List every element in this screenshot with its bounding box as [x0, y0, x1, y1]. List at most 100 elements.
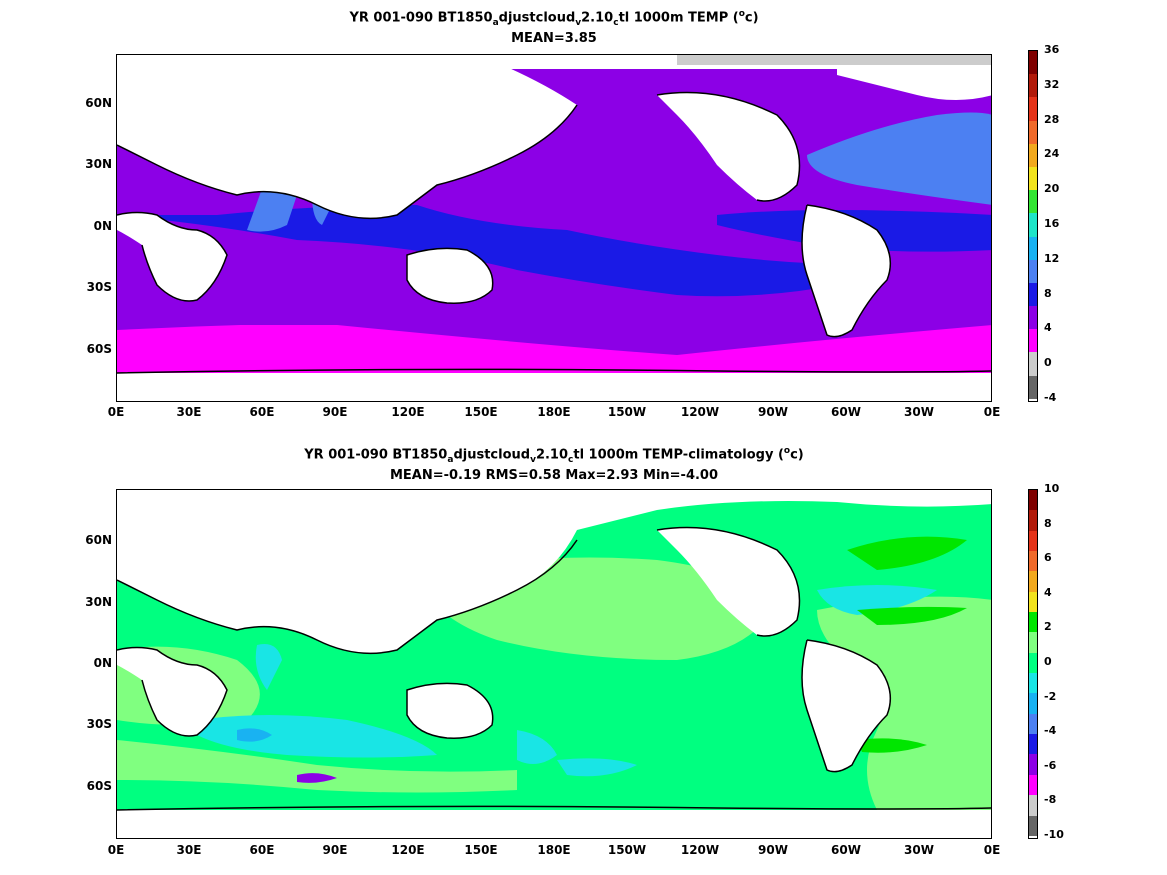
panel2-ytick-30s: 30S — [86, 717, 112, 731]
colorbar-label: 10 — [1044, 482, 1060, 495]
colorbar-label: 0 — [1044, 356, 1052, 370]
panel2-ytick-0n: 0N — [93, 656, 112, 670]
colorbar-label: 12 — [1044, 251, 1060, 265]
panel1-xtick: 120W — [680, 405, 720, 419]
colorbar-label: 6 — [1044, 551, 1052, 565]
colorbar-label: -2 — [1044, 689, 1057, 703]
colorbar-segment — [1029, 375, 1037, 399]
panel2-xtick: 90E — [322, 843, 348, 857]
panel1-xtick: 180E — [537, 405, 571, 419]
panel2-xtick: 30W — [904, 843, 934, 857]
colorbar-segment — [1029, 591, 1037, 613]
panel2-ytick-30n: 30N — [85, 595, 112, 609]
colorbar-segment — [1029, 571, 1037, 592]
colorbar-label: 0 — [1044, 655, 1052, 668]
colorbar-segment — [1029, 795, 1037, 816]
colorbar-segment — [1029, 713, 1037, 735]
panel1-ytick-60n: 60N — [85, 96, 112, 110]
panel1-colorbar — [1028, 50, 1038, 402]
panel2-xtick: 0E — [107, 843, 125, 857]
panel-temperature: YR 001-090 BT1850adjustcloudv2.10ctl 100… — [0, 0, 1167, 430]
colorbar-label: 2 — [1044, 620, 1052, 634]
colorbar-segment — [1029, 213, 1037, 237]
panel2-xtick: 120E — [391, 843, 425, 857]
colorbar-label: 8 — [1044, 286, 1052, 300]
panel2-map — [116, 489, 992, 839]
panel2-colorbar — [1028, 489, 1038, 839]
colorbar-segment — [1029, 329, 1037, 353]
panel1-xtick: 30W — [904, 405, 934, 419]
colorbar-segment — [1029, 551, 1037, 572]
colorbar-segment — [1029, 352, 1037, 376]
colorbar-segment — [1029, 652, 1037, 674]
panel1-stats: MEAN=3.85 — [511, 31, 597, 46]
colorbar-segment — [1029, 51, 1037, 75]
panel2-title: YR 001-090 BT1850adjustcloudv2.10ctl 100… — [304, 446, 804, 465]
colorbar-segment — [1029, 734, 1037, 755]
panel1-map — [116, 54, 992, 402]
panel2-map-field — [117, 490, 991, 838]
colorbar-label: -8 — [1044, 793, 1057, 807]
panel1-xtick: 150E — [464, 405, 498, 419]
colorbar-segment — [1029, 143, 1037, 167]
panel2-xtick: 150E — [464, 843, 498, 857]
colorbar-label: 8 — [1044, 516, 1052, 530]
panel1-ytick-30n: 30N — [85, 157, 112, 171]
colorbar-segment — [1029, 612, 1037, 633]
colorbar-label: 28 — [1044, 112, 1060, 126]
panel2-xtick: 120W — [680, 843, 720, 857]
colorbar-segment — [1029, 259, 1037, 283]
panel2-xtick: 60E — [249, 843, 275, 857]
colorbar-segment — [1029, 306, 1037, 330]
colorbar-segment — [1029, 510, 1037, 531]
panel2-xtick: 60W — [831, 843, 861, 857]
colorbar-segment — [1029, 166, 1037, 191]
panel1-xtick: 0E — [983, 405, 1001, 419]
colorbar-segment — [1029, 236, 1037, 260]
panel1-xtick: 90E — [322, 405, 348, 419]
colorbar-segment — [1029, 282, 1037, 307]
panel2-xtick: 180E — [537, 843, 571, 857]
panel1-ytick-30s: 30S — [86, 280, 112, 294]
panel1-xtick: 0E — [107, 405, 125, 419]
colorbar-segment — [1029, 490, 1037, 511]
colorbar-label: 16 — [1044, 217, 1060, 230]
colorbar-segment — [1029, 74, 1037, 98]
panel2-xtick: 0E — [983, 843, 1001, 857]
colorbar-label: -6 — [1044, 758, 1057, 772]
panel1-xtick: 30E — [176, 405, 202, 419]
panel2-xtick: 30E — [176, 843, 202, 857]
panel1-title: YR 001-090 BT1850adjustcloudv2.10ctl 100… — [349, 9, 759, 28]
panel1-xtick: 120E — [391, 405, 425, 419]
colorbar-label: 20 — [1044, 182, 1060, 196]
colorbar-segment — [1029, 673, 1037, 694]
colorbar-segment — [1029, 530, 1037, 552]
panel1-ytick-0n: 0N — [93, 219, 112, 233]
colorbar-segment — [1029, 754, 1037, 775]
colorbar-label: 36 — [1044, 43, 1060, 56]
colorbar-label: -4 — [1044, 724, 1057, 738]
colorbar-label: -4 — [1044, 391, 1057, 404]
colorbar-segment — [1029, 632, 1037, 653]
panel2-ytick-60n: 60N — [85, 533, 112, 547]
panel1-xtick: 60W — [831, 405, 861, 419]
colorbar-label: 24 — [1044, 147, 1060, 161]
colorbar-label: -10 — [1044, 828, 1064, 841]
panel2-xtick: 150W — [607, 843, 647, 857]
colorbar-segment — [1029, 693, 1037, 714]
panel1-xtick: 150W — [607, 405, 647, 419]
panel-temperature-anomaly: YR 001-090 BT1850adjustcloudv2.10ctl 100… — [0, 437, 1167, 875]
colorbar-label: 32 — [1044, 77, 1060, 91]
colorbar-segment — [1029, 815, 1037, 836]
colorbar-label: 4 — [1044, 585, 1052, 599]
panel1-xtick: 90W — [758, 405, 788, 419]
panel1-map-field — [117, 55, 991, 401]
colorbar-segment — [1029, 774, 1037, 796]
panel1-ytick-60s: 60S — [86, 342, 112, 356]
panel1-xtick: 60E — [249, 405, 275, 419]
panel2-stats: MEAN=-0.19 RMS=0.58 Max=2.93 Min=-4.00 — [389, 468, 719, 483]
colorbar-segment — [1029, 190, 1037, 214]
colorbar-segment — [1029, 97, 1037, 121]
colorbar-label: 4 — [1044, 321, 1052, 335]
panel2-ytick-60s: 60S — [86, 779, 112, 793]
